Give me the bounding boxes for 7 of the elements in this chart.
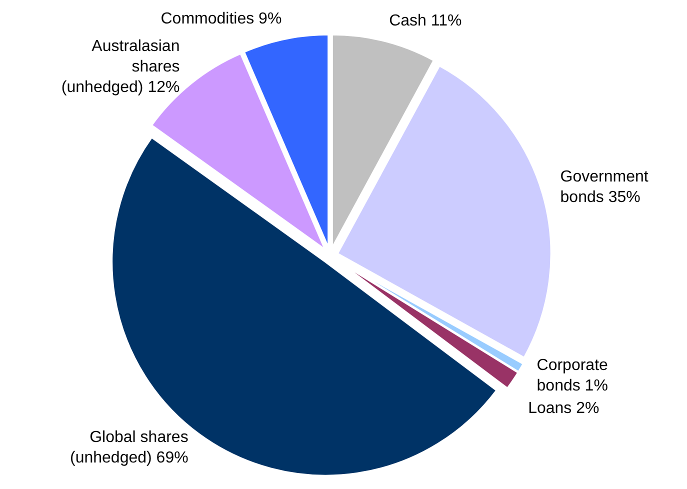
slice-label: Global shares (unhedged) 69% bbox=[70, 429, 188, 466]
slice-label: Corporate bonds 1% bbox=[536, 357, 608, 394]
slice-label: Commodities 9% bbox=[160, 10, 282, 28]
slice-label: Loans 2% bbox=[528, 400, 600, 417]
slice-label: Government bonds 35% bbox=[560, 168, 649, 206]
slice-label: Australasian shares (unhedged) 12% bbox=[61, 38, 180, 96]
slice-label: Cash 11% bbox=[389, 12, 462, 30]
